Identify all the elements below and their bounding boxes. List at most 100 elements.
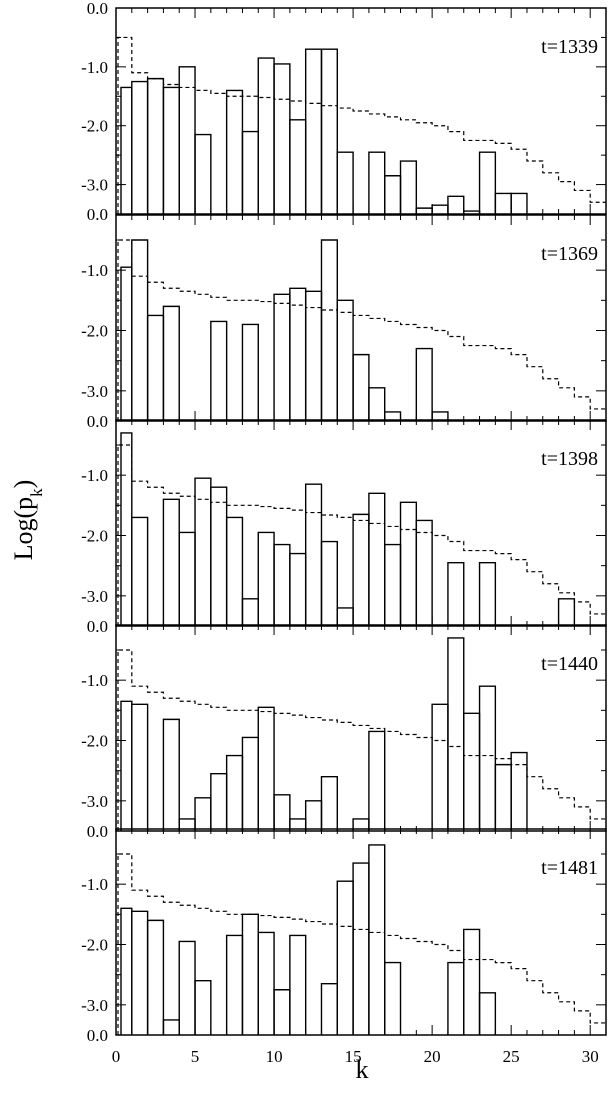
histogram-bar: [384, 175, 402, 214]
histogram-bar: [241, 598, 259, 626]
y-tick-label: -1.0: [81, 466, 108, 485]
y-tick-label: -1.0: [81, 875, 108, 894]
y-tick-label-bottom: 0.0: [87, 205, 108, 224]
histogram-bar: [225, 754, 244, 831]
histogram-bar: [257, 57, 275, 214]
histogram-bar: [162, 498, 180, 626]
y-tick-label: -1.0: [81, 261, 108, 280]
y-axis-title-end: ): [9, 480, 38, 489]
panel-3: -1.0 -2.0 -3.0 0.0 t=1398: [81, 419, 607, 636]
histogram-bar: [336, 607, 354, 626]
histogram-bar: [131, 910, 149, 1035]
histogram-bar: [120, 700, 133, 831]
y-tick-label: -2.0: [81, 732, 108, 751]
histogram-bar: [210, 772, 228, 831]
y-tick-label-bottom: 0.0: [87, 617, 108, 636]
histogram-bar: [352, 862, 370, 1035]
histogram-bar: [257, 931, 275, 1035]
histogram-bar: [368, 387, 386, 421]
histogram-bar: [225, 934, 244, 1035]
panel-time-label: t=1398: [541, 448, 598, 470]
histogram-bar: [431, 204, 449, 214]
histogram-bar: [557, 598, 576, 626]
histogram-bar: [399, 160, 418, 214]
histogram-bar: [384, 543, 402, 626]
panel-5: -1.0 -2.0 -3.0 0.0 t=1481: [81, 828, 607, 1045]
histogram-bar: [447, 637, 465, 831]
histogram-bar: [399, 501, 418, 626]
histogram-bar: [241, 913, 259, 1035]
histogram-bar: [304, 290, 323, 421]
y-tick-label: -2.0: [81, 936, 108, 955]
histogram-bar: [289, 119, 307, 214]
histogram-bar: [162, 718, 180, 831]
histogram-bar: [289, 552, 307, 626]
y-tick-label: -3.0: [81, 176, 108, 195]
histogram-bar: [146, 314, 165, 421]
histogram-bar: [210, 320, 228, 421]
histogram-bar: [494, 192, 512, 214]
y-tick-label: 0.0: [87, 0, 108, 18]
histogram-bar: [225, 89, 244, 214]
x-tick-label: 5: [191, 1047, 200, 1066]
x-tick-labels: 0 5 10 15 20 25 30: [112, 1047, 599, 1066]
y-tick-label: -3.0: [81, 382, 108, 401]
y-tick-label-bottom: 0.0: [87, 822, 108, 841]
histogram-bar: [304, 48, 323, 214]
histogram-bar: [447, 961, 465, 1035]
x-tick-label: 25: [503, 1047, 520, 1066]
histogram-bar: [320, 540, 338, 626]
reference-dashed-line: [117, 36, 606, 214]
y-axis-title-sub: k: [27, 488, 46, 497]
x-axis-title: k: [356, 1055, 369, 1084]
panel-4: -1.0 -2.0 -3.0 0.0 t=1440: [81, 624, 607, 841]
panels-group: 0.0 -1.0 -2.0 -3.0 0.0 t=1339 -1.0 -2.0 -3.0 0.0 t…: [81, 0, 607, 1045]
y-tick-label: -3.0: [81, 587, 108, 606]
histogram-bar: [120, 432, 133, 626]
histogram-bar: [320, 983, 338, 1035]
histogram-bar: [162, 1019, 180, 1035]
histogram-bar: [368, 492, 386, 626]
y-tick-label: -1.0: [81, 58, 108, 77]
histogram-bar: [463, 928, 481, 1035]
histogram-bar: [384, 961, 402, 1035]
histogram-bar: [510, 192, 528, 214]
histogram-bar: [304, 800, 323, 831]
histogram-bar: [178, 66, 196, 214]
histogram-bar: [241, 130, 259, 214]
histogram-bar: [225, 516, 244, 626]
histogram-bar: [289, 934, 307, 1035]
histogram-bar: [320, 776, 338, 831]
histogram-bar: [194, 133, 212, 214]
panel-frame: [115, 214, 607, 422]
histogram-bar: [494, 763, 512, 831]
panel-frame: [115, 624, 607, 832]
x-tick-label: 20: [424, 1047, 441, 1066]
histogram-bar: [336, 880, 354, 1035]
y-tick-label: -2.0: [81, 117, 108, 136]
histogram-bar: [415, 347, 433, 421]
panel-time-label: t=1339: [541, 36, 598, 58]
histogram-bar: [194, 477, 212, 626]
x-tick-label: 30: [582, 1047, 599, 1066]
histogram-bar: [131, 239, 149, 421]
y-tick-label: -3.0: [81, 792, 108, 811]
histogram-bar: [146, 919, 165, 1035]
histogram-bar: [273, 63, 291, 214]
histogram-bar: [210, 486, 228, 626]
histogram-bar: [120, 907, 133, 1035]
histogram-bar: [273, 794, 291, 831]
histogram-bar: [304, 483, 323, 626]
histogram-bar: [478, 151, 497, 214]
x-tick-label: 10: [266, 1047, 283, 1066]
y-tick-label: -1.0: [81, 671, 108, 690]
histogram-bar: [320, 48, 338, 214]
histogram-bar: [273, 293, 291, 421]
histogram-bar: [510, 751, 528, 831]
y-tick-label: -3.0: [81, 996, 108, 1015]
histogram-bar: [194, 980, 212, 1035]
panel-frame: [115, 7, 607, 215]
histogram-bar: [162, 86, 180, 214]
y-axis-title-base: Log(p: [9, 497, 38, 561]
x-tick-label: 0: [112, 1047, 121, 1066]
